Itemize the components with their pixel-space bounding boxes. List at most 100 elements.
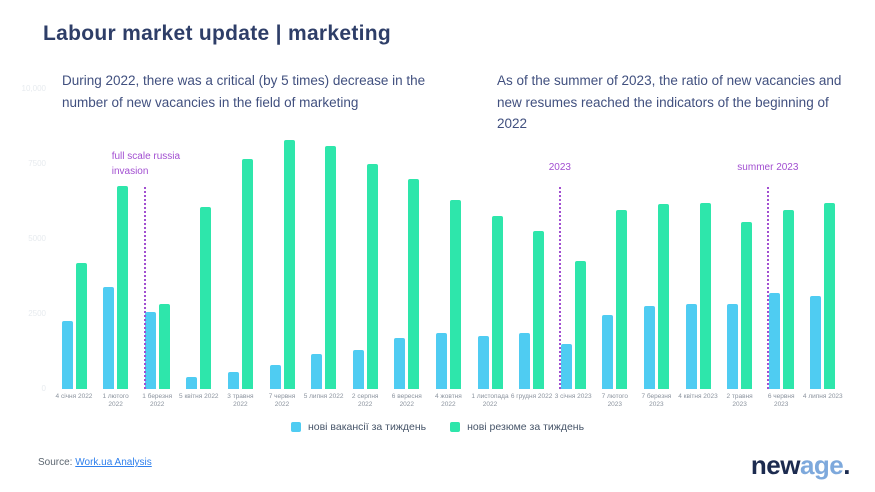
annotation-line	[558, 187, 561, 389]
x-axis-label: 4 квітня 2023	[678, 393, 718, 400]
note-right: As of the summer of 2023, the ratio of n…	[497, 73, 842, 132]
legend-swatch-icon	[450, 422, 461, 432]
x-axis-label: 6 червня 2023	[767, 393, 795, 409]
bar-group	[269, 89, 295, 389]
bar-group	[144, 89, 170, 389]
resumes-bar	[241, 159, 253, 389]
bar-group	[685, 89, 711, 389]
y-axis-tick: 2500	[28, 309, 46, 318]
y-axis-tick: 7500	[28, 159, 46, 168]
source-link[interactable]: Work.ua Analysis	[75, 457, 152, 468]
bar-group	[186, 89, 212, 389]
source-label: Source:	[38, 457, 76, 468]
resumes-bar	[158, 304, 170, 389]
source-line: Source: Work.ua Analysis	[38, 457, 152, 468]
bar-group	[352, 89, 378, 389]
x-axis-label: 2 серпня 2022	[351, 393, 379, 409]
vacancies-bar	[519, 333, 531, 389]
resumes-bar	[366, 164, 378, 389]
logo-part-new: new	[750, 450, 801, 480]
x-axis-label: 5 квітня 2022	[179, 393, 219, 400]
vacancies-bar	[810, 296, 822, 389]
x-axis-label: 6 вересня 2022	[391, 393, 422, 409]
legend-swatch-icon	[290, 422, 301, 432]
vacancies-bar	[227, 372, 239, 389]
bar-group	[519, 89, 545, 389]
resumes-bar	[325, 146, 337, 389]
bar-group	[810, 89, 836, 389]
annotation-line	[766, 187, 769, 389]
x-axis-label: 5 липня 2022	[303, 393, 344, 400]
vacancies-bar	[269, 365, 281, 389]
legend-item: нові резюме за тиждень	[450, 421, 584, 433]
bar-group	[227, 89, 253, 389]
x-axis-label: 3 травня 2022	[227, 393, 254, 409]
resumes-bar	[449, 200, 461, 389]
x-axis-label: 4 жовтня 2022	[435, 393, 462, 409]
resumes-bar	[75, 263, 87, 389]
annotation-label: full scale russia invasion	[111, 151, 181, 177]
resumes-bar	[283, 140, 295, 389]
legend-item: нові вакансії за тиждень	[290, 421, 427, 433]
vacancies-bar	[394, 338, 406, 389]
x-axis-label: 7 червня 2022	[268, 393, 296, 409]
resumes-bar	[741, 222, 753, 389]
bar-group	[103, 89, 129, 389]
y-axis-tick: 10,000	[21, 84, 46, 93]
vacancies-bar	[560, 344, 572, 389]
vacancies-bar	[477, 336, 489, 389]
x-axis-label: 2 травня 2023	[726, 393, 753, 409]
x-axis-label: 4 липня 2023	[802, 393, 843, 400]
resumes-bar	[657, 204, 669, 389]
resumes-bar	[491, 216, 503, 389]
resumes-bar	[408, 179, 420, 389]
logo-part-dot: .	[843, 450, 850, 480]
annotation-line	[143, 187, 146, 389]
legend-label: нові резюме за тиждень	[467, 421, 585, 433]
x-axis-label: 7 лютого 2023	[601, 393, 628, 409]
bar-group	[727, 89, 753, 389]
vacancies-bar	[727, 304, 739, 389]
note-left: During 2022, there was a critical (by 5 …	[62, 73, 426, 110]
vacancies-bar	[186, 377, 198, 389]
bar-group	[768, 89, 794, 389]
bar-group	[602, 89, 628, 389]
vacancies-bar	[768, 293, 780, 389]
bar-group	[560, 89, 586, 389]
vacancies-bar	[103, 287, 115, 389]
bar-group	[643, 89, 669, 389]
vacancies-bar	[685, 304, 697, 389]
chart-legend: нові вакансії за тиждень нові резюме за т…	[0, 421, 875, 433]
resumes-bar	[533, 231, 545, 389]
vacancies-bar	[435, 333, 447, 389]
vacancies-bar	[144, 312, 156, 389]
resumes-bar	[824, 203, 836, 389]
y-axis-tick: 0	[41, 384, 46, 393]
vacancies-bar	[643, 306, 655, 389]
resumes-bar	[616, 210, 628, 389]
bar-group	[435, 89, 461, 389]
newage-logo: newage.	[750, 450, 851, 481]
bar-group	[394, 89, 420, 389]
page-title: Labour market update | marketing	[43, 22, 392, 45]
vacancies-bar	[61, 321, 73, 389]
resumes-bar	[200, 207, 212, 389]
vacancies-bar	[602, 315, 614, 389]
vacancies-bar	[352, 350, 364, 389]
annotation-label: 2023	[548, 162, 571, 173]
bar-group	[61, 89, 87, 389]
x-axis-label: 3 січня 2023	[554, 393, 592, 400]
x-axis-label: 6 грудня 2022	[510, 393, 553, 400]
x-axis-label: 1 лютого 2022	[102, 393, 129, 409]
resumes-bar	[699, 203, 711, 389]
legend-label: нові вакансії за тиждень	[307, 421, 427, 433]
bar-group	[311, 89, 337, 389]
resumes-bar	[782, 210, 794, 389]
resumes-bar	[574, 261, 586, 389]
logo-part-age: age	[799, 450, 844, 480]
annotation-label: summer 2023	[737, 162, 799, 173]
x-axis-label: 4 січня 2022	[55, 393, 93, 400]
x-axis-label: 7 березня 2023	[641, 393, 672, 409]
y-axis-tick: 5000	[28, 234, 46, 243]
